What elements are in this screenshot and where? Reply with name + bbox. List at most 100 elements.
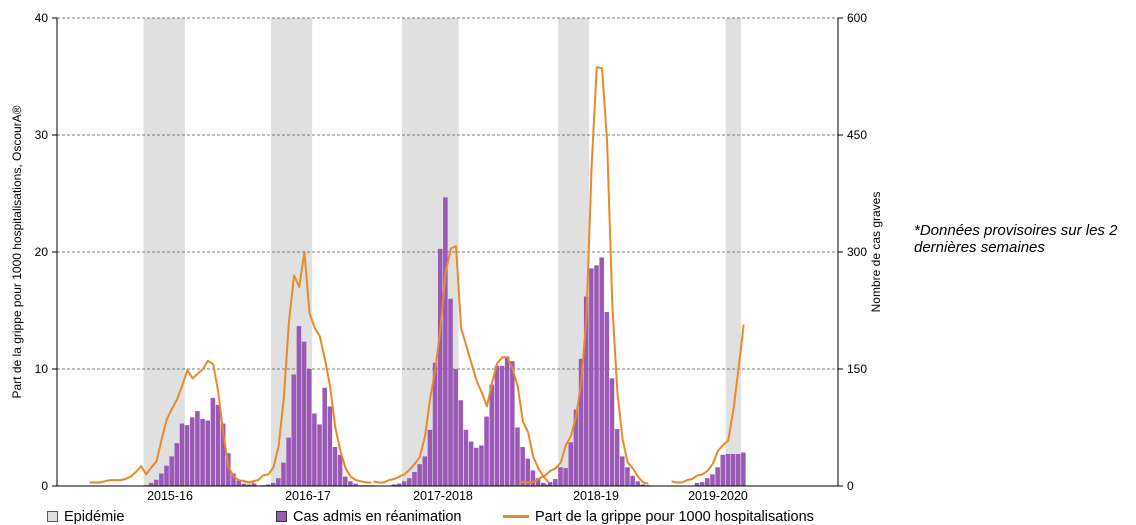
bar xyxy=(458,400,464,486)
bar xyxy=(474,447,479,486)
axes xyxy=(52,17,843,487)
tick-labels: 2015-16 2016-17 2017-2018 2018-19 2019-2020 0… xyxy=(35,11,868,503)
bar xyxy=(391,484,397,486)
legend-line-swatch xyxy=(503,515,529,518)
bar xyxy=(694,482,700,486)
y-right-tick-label: 450 xyxy=(847,128,867,142)
legend-epidemic-swatch xyxy=(47,511,58,522)
gridlines xyxy=(57,17,838,370)
bar xyxy=(226,453,231,486)
y-left-tick-label: 30 xyxy=(35,128,49,142)
bar xyxy=(453,369,458,486)
bar xyxy=(479,445,484,486)
bar xyxy=(553,478,558,486)
bar xyxy=(510,361,515,486)
line-series-segment xyxy=(671,324,745,484)
bar xyxy=(599,257,604,486)
bar xyxy=(568,442,574,486)
bar xyxy=(604,312,610,486)
legend-epidemic-label: Epidémie xyxy=(64,508,125,525)
bar xyxy=(195,411,200,486)
bar xyxy=(322,387,327,486)
bar xyxy=(281,462,286,486)
bar xyxy=(730,454,736,486)
season-label: 2016-17 xyxy=(285,489,331,503)
bar xyxy=(184,425,190,486)
bar xyxy=(174,443,180,486)
bar xyxy=(270,482,276,486)
bar xyxy=(715,467,720,486)
bar xyxy=(200,418,205,486)
bar xyxy=(558,467,563,486)
bar xyxy=(148,482,154,486)
season-label: 2017-2018 xyxy=(413,489,473,503)
bar xyxy=(353,483,358,486)
y-left-tick-label: 20 xyxy=(35,245,49,259)
bar xyxy=(463,429,469,486)
y-right-tick-label: 300 xyxy=(847,245,867,259)
bar xyxy=(520,447,525,486)
bar xyxy=(735,454,741,486)
bar xyxy=(301,341,307,486)
legend-line: Part de la grippe pour 1000 hospitalisat… xyxy=(503,508,814,525)
bar xyxy=(573,409,579,486)
season-label: 2015-16 xyxy=(147,489,193,503)
bar xyxy=(741,452,746,486)
bar xyxy=(640,484,646,486)
y-right-tick-label: 600 xyxy=(847,11,867,25)
bar xyxy=(542,484,548,486)
bar xyxy=(179,423,185,486)
provisional-data-note: *Données provisoires sur les 2 dernières… xyxy=(914,222,1118,256)
line-series-segment xyxy=(373,245,550,484)
bar xyxy=(484,416,489,486)
bar xyxy=(291,374,297,486)
bar xyxy=(515,427,520,486)
bar xyxy=(348,481,353,486)
bar xyxy=(241,483,247,486)
bar xyxy=(337,454,343,486)
bar xyxy=(236,480,241,486)
bar xyxy=(547,482,553,486)
bar xyxy=(407,478,412,486)
bar xyxy=(437,248,443,486)
bar xyxy=(246,484,252,486)
legend-bars-label: Cas admis en réanimation xyxy=(293,508,462,525)
bar xyxy=(286,437,291,486)
bar xyxy=(417,464,422,486)
bar xyxy=(153,479,159,486)
bar xyxy=(504,356,510,486)
bar xyxy=(412,471,417,486)
bar xyxy=(535,478,541,486)
season-label: 2019-2020 xyxy=(688,489,748,503)
bar xyxy=(583,296,589,486)
bar xyxy=(422,456,428,486)
y-right-tick-label: 150 xyxy=(847,362,867,376)
line-series-segment xyxy=(89,359,255,484)
y-right-tick-label: 0 xyxy=(847,479,854,493)
bar xyxy=(443,197,448,486)
bar xyxy=(448,298,453,486)
legend-epidemic: Epidémie xyxy=(47,508,125,525)
y-axis-right-title: Nombre de cas graves xyxy=(869,192,883,313)
bar xyxy=(396,483,402,486)
bar xyxy=(343,476,348,486)
bar xyxy=(164,465,169,486)
legend-line-label: Part de la grippe pour 1000 hospitalisat… xyxy=(535,508,814,525)
bars-series xyxy=(143,197,746,486)
bar xyxy=(609,378,615,486)
bar xyxy=(327,406,333,486)
line-series xyxy=(89,66,745,485)
bar xyxy=(317,424,322,486)
bar xyxy=(578,358,584,486)
line-series-segment xyxy=(519,66,649,485)
bar xyxy=(720,454,726,486)
bar xyxy=(306,369,312,486)
bar xyxy=(265,484,271,486)
bar xyxy=(614,429,620,486)
bar xyxy=(251,483,257,486)
legend-bars: Cas admis en réanimation xyxy=(276,508,462,525)
bar xyxy=(468,441,474,486)
bar xyxy=(190,417,195,486)
bar xyxy=(625,467,630,486)
